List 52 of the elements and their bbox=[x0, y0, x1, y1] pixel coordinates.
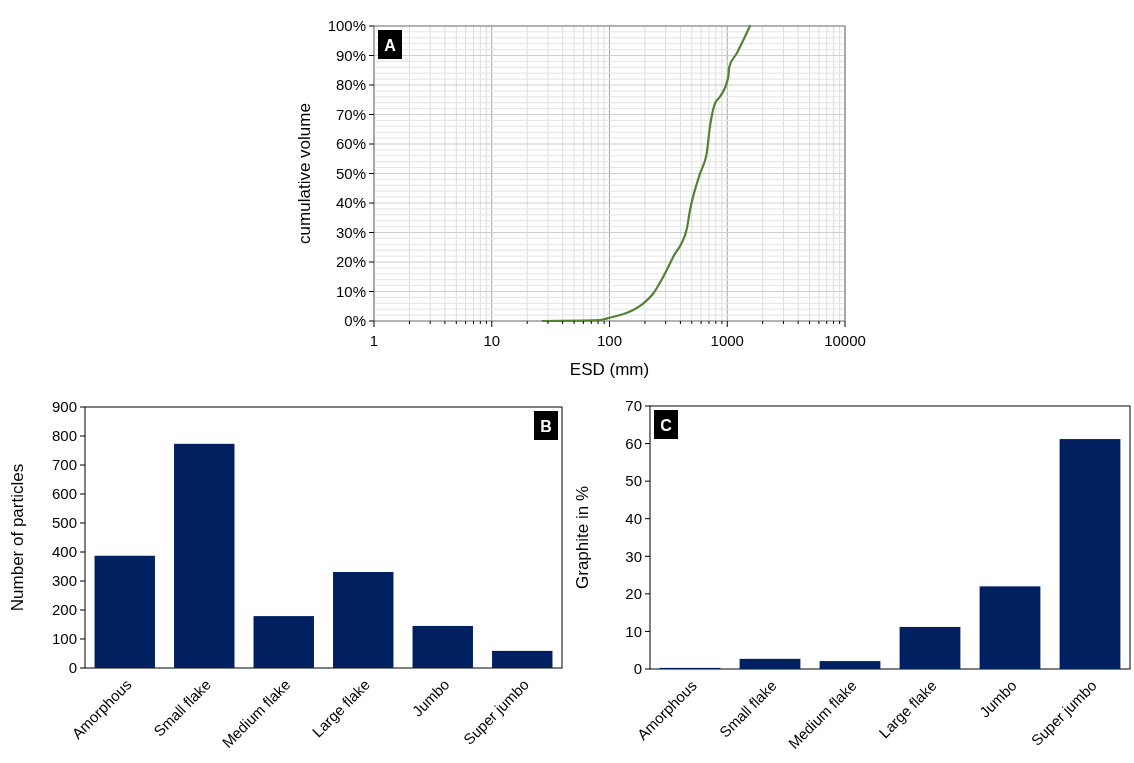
y-tick-label: 70 bbox=[625, 397, 642, 415]
y-axis-title: Graphite in % bbox=[573, 486, 592, 589]
x-tick-label: 10 bbox=[483, 332, 501, 349]
y-tick-label: 20% bbox=[335, 253, 366, 271]
x-tick-label: 10000 bbox=[824, 332, 866, 349]
y-tick-label: 30 bbox=[625, 547, 642, 565]
y-tick-label: 40% bbox=[335, 194, 366, 212]
y-tick-label: 50 bbox=[625, 472, 642, 490]
bar bbox=[739, 658, 801, 669]
bar bbox=[94, 555, 155, 668]
y-tick-label: 90% bbox=[335, 46, 366, 64]
bar bbox=[819, 661, 881, 669]
y-tick-label: 300 bbox=[51, 572, 77, 590]
annotation: B bbox=[540, 417, 552, 435]
y-tick-label: 0% bbox=[344, 312, 366, 330]
y-tick-label: 0 bbox=[68, 659, 77, 677]
bar bbox=[412, 625, 473, 668]
y-tick-label: 80% bbox=[335, 76, 366, 94]
x-tick-label: 100 bbox=[596, 332, 623, 349]
bar bbox=[899, 626, 961, 669]
y-tick-label: 900 bbox=[51, 398, 77, 416]
y-tick-label: 200 bbox=[51, 601, 77, 619]
y-tick-label: 0 bbox=[633, 660, 642, 678]
y-tick-label: 500 bbox=[51, 514, 77, 532]
y-tick-label: 10% bbox=[335, 282, 366, 300]
annotation: A bbox=[384, 36, 397, 54]
y-tick-label: 400 bbox=[51, 543, 77, 561]
y-tick-label: 600 bbox=[51, 485, 77, 503]
y-tick-label: 30% bbox=[335, 223, 366, 241]
y-tick-label: 50% bbox=[335, 164, 366, 182]
y-tick-label: 100 bbox=[51, 630, 77, 648]
y-axis-title: cumulative volume bbox=[295, 103, 314, 244]
bar bbox=[174, 443, 235, 668]
y-tick-label: 20 bbox=[625, 585, 642, 603]
y-tick-label: 700 bbox=[51, 456, 77, 474]
y-tick-label: 100% bbox=[327, 17, 366, 35]
bar bbox=[492, 650, 553, 668]
y-tick-label: 60% bbox=[335, 135, 366, 153]
y-tick-label: 40 bbox=[625, 509, 642, 527]
y-axis-title: Number of particles bbox=[8, 463, 27, 612]
y-tick-label: 70% bbox=[335, 105, 366, 123]
x-axis-title: ESD (mm) bbox=[569, 360, 650, 379]
y-tick-label: 60 bbox=[625, 434, 642, 452]
bar bbox=[979, 586, 1041, 669]
annotation: C bbox=[660, 416, 673, 434]
y-tick-label: 10 bbox=[625, 622, 642, 640]
bar bbox=[333, 572, 394, 668]
bar bbox=[1059, 439, 1121, 669]
x-tick-label: 1000 bbox=[710, 332, 744, 349]
y-tick-label: 800 bbox=[51, 427, 77, 445]
bar bbox=[253, 616, 314, 668]
x-tick-label: 1 bbox=[369, 332, 379, 349]
